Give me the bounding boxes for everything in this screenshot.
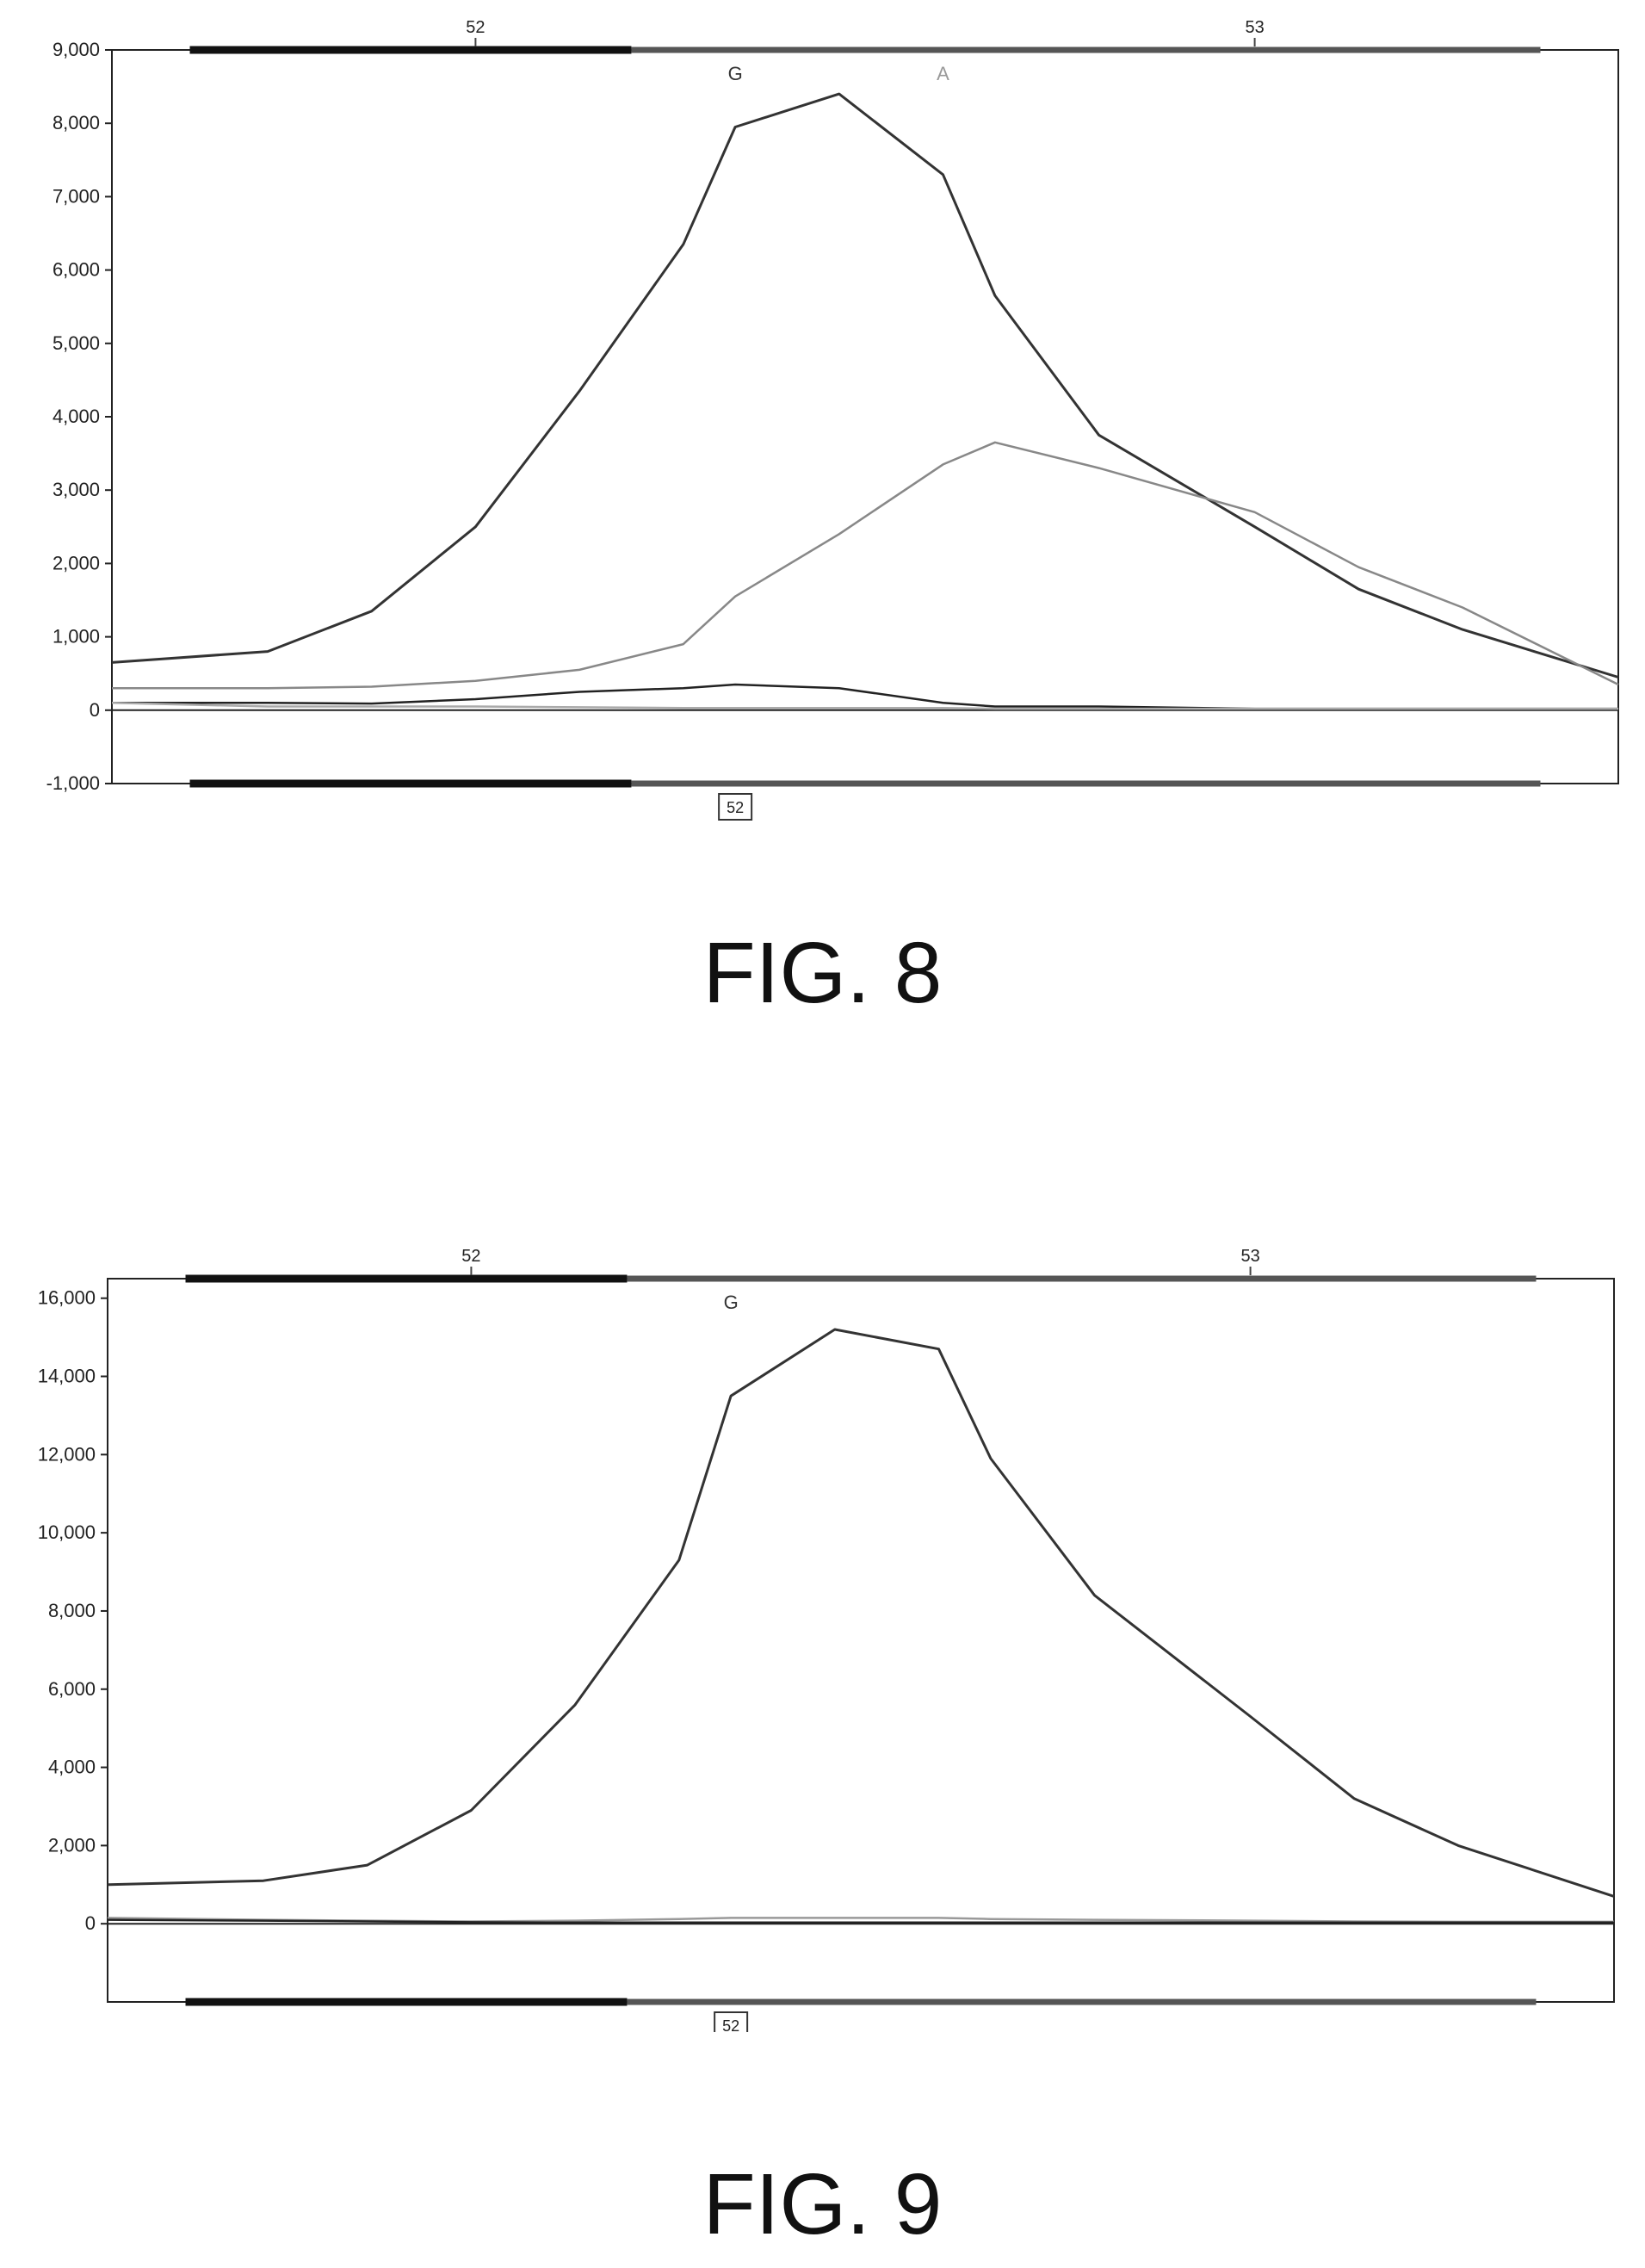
y-tick-label: 6,000: [48, 1678, 96, 1700]
trace-line-1: [107, 1328, 1615, 1898]
fig9-chart: 0 2,000 4,000 6,000 8,000 10,000 12,000 14,000 1…: [38, 1247, 1615, 2032]
plot-frame: [107, 1278, 1615, 2003]
position-box: [714, 2011, 749, 2032]
base-call-a: A: [937, 63, 949, 84]
position-label: 52: [461, 1247, 480, 1266]
trace-line-4: [111, 702, 1618, 710]
y-tick-label: 2,000: [48, 1834, 96, 1856]
y-tick-label: 1,000: [53, 626, 100, 648]
y-tick-label: 7,000: [53, 185, 100, 207]
position-box-label: 52: [722, 2017, 739, 2032]
y-tick-label: 0: [85, 1912, 96, 1934]
y-tick-label: 16,000: [38, 1287, 96, 1309]
y-tick-label: 4,000: [48, 1757, 96, 1778]
trace-line-1: [111, 92, 1619, 679]
fig8-caption: FIG. 8: [702, 925, 943, 1021]
trace-line-2: [112, 441, 1619, 690]
trace-line-3: [107, 1918, 1614, 1924]
position-box: [718, 793, 753, 821]
y-tick-label: -1,000: [46, 772, 100, 794]
y-tick-label: 12,000: [38, 1443, 96, 1465]
base-call-g: G: [724, 1292, 739, 1313]
y-tick-label: 10,000: [38, 1521, 96, 1543]
y-tick-label: 8,000: [48, 1600, 96, 1621]
plot-frame: [111, 49, 1619, 784]
position-label: 53: [1240, 1247, 1259, 1266]
y-tick-label: 8,000: [53, 112, 100, 133]
position-label: 53: [1245, 18, 1264, 37]
y-tick-label: 14,000: [38, 1366, 96, 1387]
y-tick-label: 2,000: [53, 552, 100, 573]
fig9-caption: FIG. 9: [702, 2156, 943, 2253]
y-tick-label: 4,000: [53, 406, 100, 427]
y-tick-label: 0: [90, 699, 100, 721]
fig8-chart: -1,000 0 1,000 2,000 3,000 4,000 5,000 6,000 7,0…: [46, 18, 1619, 821]
position-box-label: 52: [727, 799, 744, 816]
y-tick-label: 9,000: [53, 39, 100, 60]
y-tick-label: 3,000: [53, 479, 100, 500]
y-tick-label: 6,000: [53, 259, 100, 281]
position-label: 52: [466, 18, 485, 37]
y-tick-label: 5,000: [53, 332, 100, 354]
base-call-g: G: [728, 63, 743, 84]
